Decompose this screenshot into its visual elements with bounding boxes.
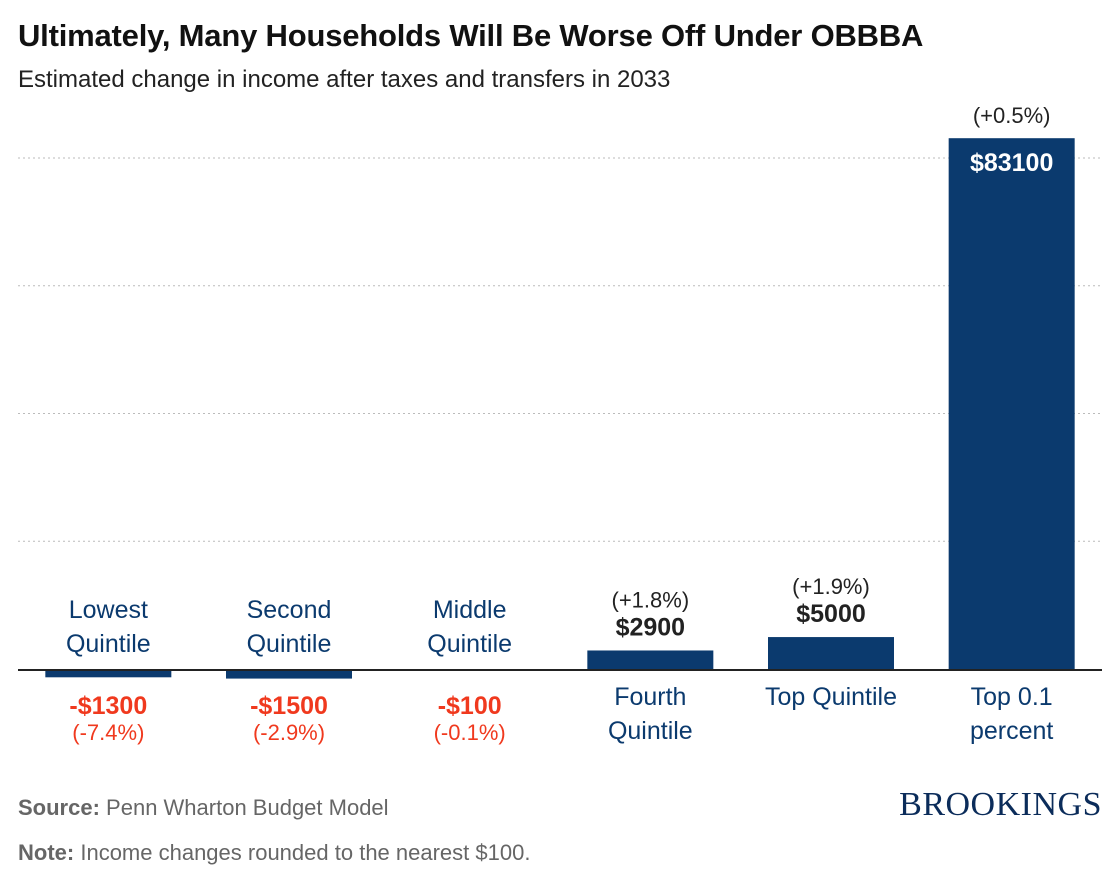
category-label: Top Quintile xyxy=(765,683,897,711)
note-text: Income changes rounded to the nearest $1… xyxy=(80,840,531,865)
value-label: $2900 xyxy=(616,613,686,641)
bar xyxy=(226,669,352,679)
source-label: Source: xyxy=(18,795,100,820)
bar xyxy=(768,637,894,669)
percent-label: (-7.4%) xyxy=(72,720,144,745)
value-label: -$1500 xyxy=(250,692,328,720)
note-label: Note: xyxy=(18,840,75,865)
bar xyxy=(948,138,1075,670)
value-label: -$1300 xyxy=(69,692,147,720)
percent-label: (+1.9%) xyxy=(792,574,870,599)
category-label: Top 0.1 xyxy=(971,683,1053,711)
chart-title: Ultimately, Many Households Will Be Wors… xyxy=(18,18,924,53)
category-label: percent xyxy=(970,717,1053,745)
source-text: Penn Wharton Budget Model xyxy=(106,795,389,820)
brookings-logo: BROOKINGS xyxy=(899,786,1102,823)
category-label: Second xyxy=(247,596,332,624)
value-label: $83100 xyxy=(970,149,1053,177)
category-label: Lowest xyxy=(69,596,148,624)
percent-label: (-2.9%) xyxy=(253,720,325,745)
chart-subtitle: Estimated change in income after taxes a… xyxy=(18,66,671,93)
category-label: Quintile xyxy=(608,717,693,745)
percent-label: (-0.1%) xyxy=(434,720,506,745)
percent-label: (+1.8%) xyxy=(612,587,690,612)
bar xyxy=(587,650,714,669)
percent-label: (+0.5%) xyxy=(973,103,1051,128)
note-line: Note: Income changes rounded to the near… xyxy=(18,840,530,866)
category-label: Quintile xyxy=(427,630,512,658)
value-label: -$100 xyxy=(438,692,502,720)
bar-chart: Lowest Quintile -$1300(-7.4%) Second Quintil… xyxy=(18,103,1102,745)
category-label: Quintile xyxy=(247,630,332,658)
source-line: Source: Penn Wharton Budget Model xyxy=(18,795,389,821)
category-label: Fourth xyxy=(614,683,686,711)
category-label: Quintile xyxy=(66,630,151,658)
bar xyxy=(45,669,172,678)
value-label: $5000 xyxy=(796,600,866,628)
category-label: Middle xyxy=(433,596,507,624)
